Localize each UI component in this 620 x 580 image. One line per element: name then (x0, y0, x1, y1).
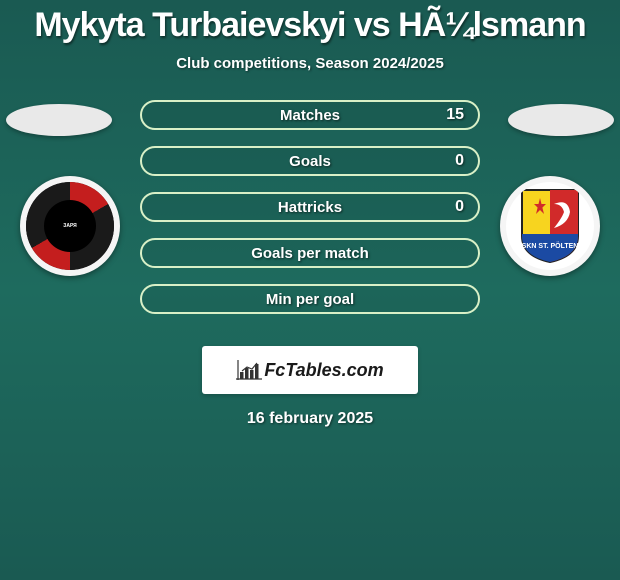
comparison-content: ЗАРЯ SKN ST. PÖLTEN Matches 15 Goals (0, 100, 620, 330)
stat-row-goals: Goals 0 (140, 146, 480, 176)
club-logo-left: ЗАРЯ (20, 176, 120, 276)
stat-label: Matches (280, 107, 340, 124)
stat-label: Goals per match (251, 245, 369, 262)
stat-label: Goals (289, 153, 331, 170)
stat-row-matches: Matches 15 (140, 100, 480, 130)
stat-row-goals-per-match: Goals per match (140, 238, 480, 268)
stat-value-right: 0 (455, 198, 464, 216)
bar-chart-icon (236, 360, 262, 380)
comparison-date: 16 february 2025 (0, 410, 620, 428)
fctables-branding: FcTables.com (202, 346, 418, 394)
stat-label: Min per goal (266, 291, 354, 308)
stat-row-min-per-goal: Min per goal (140, 284, 480, 314)
stat-row-hattricks: Hattricks 0 (140, 192, 480, 222)
stat-value-right: 15 (446, 106, 464, 124)
player-left-photo-placeholder (6, 104, 112, 136)
brand-text: FcTables.com (264, 360, 383, 381)
stat-label: Hattricks (278, 199, 342, 216)
comparison-title: Mykyta Turbaievskyi vs HÃ¼lsmann (0, 0, 620, 45)
stats-column: Matches 15 Goals 0 Hattricks 0 Goals per… (140, 100, 480, 314)
comparison-subtitle: Club competitions, Season 2024/2025 (0, 55, 620, 72)
svg-text:SKN ST. PÖLTEN: SKN ST. PÖLTEN (522, 241, 579, 250)
player-right-photo-placeholder (508, 104, 614, 136)
skn-st-polten-logo-icon: SKN ST. PÖLTEN (506, 182, 594, 270)
stat-value-right: 0 (455, 152, 464, 170)
zorya-logo-icon: ЗАРЯ (26, 182, 114, 270)
club-logo-right: SKN ST. PÖLTEN (500, 176, 600, 276)
